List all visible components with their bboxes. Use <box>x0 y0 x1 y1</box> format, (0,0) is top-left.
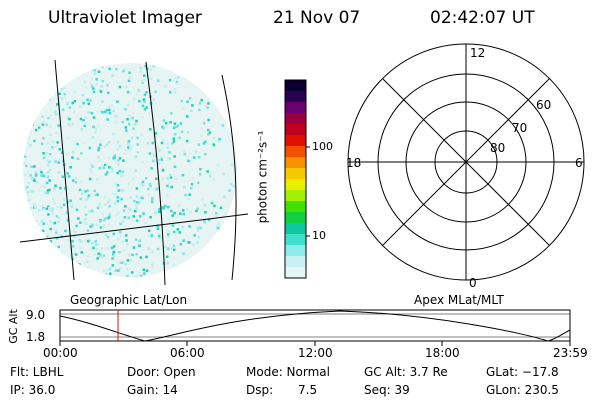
plot-right-title: Apex MLat/MLT <box>414 293 504 307</box>
status-flt: Flt: LBHL <box>10 365 64 379</box>
time-label: 02:42:07 UT <box>430 8 535 28</box>
status-dsp-value: 7.5 <box>298 383 318 397</box>
mlat-label-60: 60 <box>536 98 552 112</box>
ytick-1-8: 1.8 <box>26 330 46 344</box>
xtick-0600: 06:00 <box>170 346 205 360</box>
status-ip: IP: 36.0 <box>10 383 56 397</box>
status-gain: Gain: 14 <box>127 383 178 397</box>
colorbar-tick-100: 100 <box>312 140 333 153</box>
status-mode: Mode: Normal <box>246 365 330 379</box>
status-glon: GLon: 230.5 <box>486 383 559 397</box>
mlt-label-0: 0 <box>469 276 477 290</box>
ytick-9: 9.0 <box>26 308 46 322</box>
mlat-label-70: 70 <box>512 121 528 135</box>
xtick-2359: 23:59 <box>553 346 588 360</box>
status-gc-alt: GC Alt: 3.7 Re <box>364 365 448 379</box>
status-dsp-label: Dsp: <box>246 383 274 397</box>
colorbar-tick-10: 10 <box>312 229 326 242</box>
xtick-1200: 12:00 <box>298 346 333 360</box>
plot-left-title: Geographic Lat/Lon <box>70 293 188 307</box>
status-door: Door: Open <box>127 365 196 379</box>
xtick-0000: 00:00 <box>43 346 78 360</box>
mlt-label-12: 12 <box>470 46 486 60</box>
mlt-label-18: 18 <box>346 156 362 170</box>
geographic-grid <box>19 59 249 286</box>
status-glat: GLat: −17.8 <box>486 365 559 379</box>
date-label: 21 Nov 07 <box>273 8 361 28</box>
instrument-title: Ultraviolet Imager <box>48 8 202 28</box>
status-seq: Seq: 39 <box>364 383 410 397</box>
mlat-label-80: 80 <box>490 141 506 155</box>
mlt-label-6: 6 <box>575 156 583 170</box>
xtick-1800: 18:00 <box>425 346 460 360</box>
